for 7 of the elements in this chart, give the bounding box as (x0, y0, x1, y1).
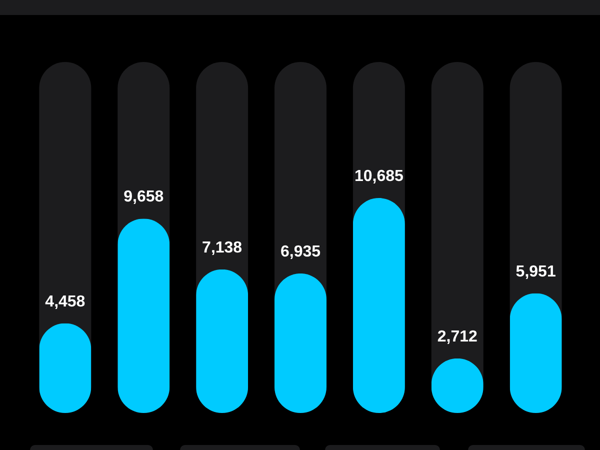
data-label: 5,951 (516, 263, 556, 280)
data-label: 7,138 (202, 239, 242, 256)
data-label: 9,658 (124, 188, 164, 206)
data-label: 2,712 (437, 328, 478, 346)
data-label: 10,685 (354, 168, 404, 185)
data-label: 4,458 (45, 293, 86, 310)
data-label: 6,935 (280, 243, 321, 260)
